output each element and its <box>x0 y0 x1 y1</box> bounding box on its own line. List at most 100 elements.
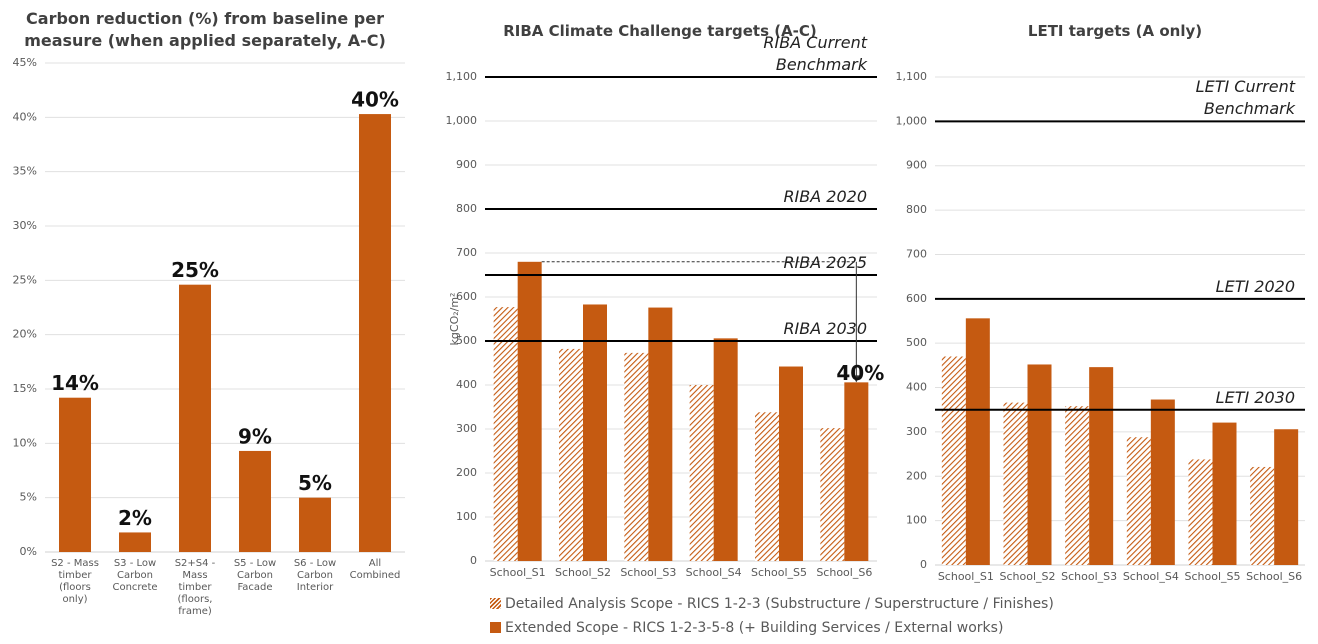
chart-title: Carbon reduction (%) from baseline per m… <box>24 9 386 50</box>
y-tick-label: 20% <box>13 328 37 341</box>
y-tick-label: 0 <box>920 558 927 571</box>
y-tick-label: 500 <box>456 334 477 347</box>
y-tick-label: 300 <box>456 422 477 435</box>
bar <box>1150 399 1175 565</box>
y-tick-label: 1,000 <box>896 114 928 127</box>
x-tick-label: S5 - Low Carbon Facade <box>233 558 277 593</box>
legend-swatch <box>490 598 501 609</box>
y-tick-label: 400 <box>906 381 927 394</box>
y-tick-label: 100 <box>906 514 927 527</box>
bar <box>559 348 583 561</box>
y-tick-label: 900 <box>906 159 927 172</box>
bar <box>299 497 331 552</box>
y-tick-label: 0% <box>20 545 37 558</box>
bar <box>844 382 869 561</box>
bar <box>755 412 779 561</box>
y-tick-label: 15% <box>13 382 37 395</box>
bar <box>1003 402 1028 565</box>
y-tick-label: 40% <box>13 110 37 123</box>
y-tick-label: 500 <box>906 336 927 349</box>
bar <box>624 352 649 561</box>
x-tick-label: School_S2 <box>555 566 611 579</box>
x-tick-label: School_S1 <box>937 570 994 583</box>
chart-title: LETI targets (A only) <box>1027 22 1203 40</box>
bar <box>1027 364 1052 565</box>
x-tick-label: School_S1 <box>489 566 546 579</box>
bar <box>820 428 845 561</box>
y-tick-label: 800 <box>906 203 927 216</box>
reference-label: RIBA 2025 <box>783 253 867 272</box>
bar <box>1212 422 1237 565</box>
y-tick-label: 1,100 <box>446 70 478 83</box>
y-tick-label: 700 <box>456 246 477 259</box>
x-tick-label: School_S2 <box>999 570 1056 583</box>
value-label: 2% <box>118 506 152 530</box>
x-tick-label: S2+S4 - Mass timber (floors, frame) <box>174 558 216 617</box>
y-tick-label: 700 <box>906 247 927 260</box>
x-tick-label: School_S6 <box>816 566 873 579</box>
bar <box>493 307 518 561</box>
legend-label: Detailed Analysis Scope - RICS 1-2-3 (Su… <box>505 596 1054 612</box>
bar <box>1065 406 1090 565</box>
y-tick-label: 800 <box>456 202 477 215</box>
chart-title: RIBA Climate Challenge targets (A-C) <box>503 22 817 40</box>
x-tick-label: All Combined <box>349 558 401 581</box>
annotation: 40% <box>836 361 884 385</box>
y-tick-label: 200 <box>456 466 477 479</box>
bar <box>713 338 738 561</box>
y-tick-label: 300 <box>906 425 927 438</box>
legend-swatch <box>490 622 501 633</box>
bar <box>1274 429 1299 565</box>
y-tick-label: 600 <box>456 290 477 303</box>
bar <box>517 261 542 561</box>
reference-label: RIBA 2030 <box>783 319 867 338</box>
y-tick-label: 45% <box>13 56 37 69</box>
bar <box>1250 466 1275 565</box>
y-tick-label: 1,100 <box>896 70 928 83</box>
x-tick-label: School_S3 <box>1061 570 1118 583</box>
bar <box>583 304 607 561</box>
bar <box>1126 437 1151 565</box>
y-tick-label: 100 <box>456 510 477 523</box>
x-tick-label: School_S5 <box>1184 570 1241 583</box>
legend-entry: Detailed Analysis Scope - RICS 1-2-3 (Su… <box>490 596 1054 612</box>
value-label: 5% <box>298 471 332 495</box>
bar <box>239 450 271 552</box>
reference-label: RIBA 2020 <box>783 187 867 206</box>
bar <box>59 397 91 552</box>
bar <box>359 114 391 552</box>
y-tick-label: 35% <box>13 165 37 178</box>
y-tick-label: 600 <box>906 292 927 305</box>
x-tick-label: S2 - Mass timber (floors only) <box>51 558 99 605</box>
y-tick-label: 0 <box>470 554 477 567</box>
y-tick-label: 25% <box>13 273 37 286</box>
bar <box>941 356 966 565</box>
legend-label: Extended Scope - RICS 1-2-3-5-8 (+ Build… <box>505 620 1004 636</box>
legend-entry: Extended Scope - RICS 1-2-3-5-8 (+ Build… <box>490 620 1003 636</box>
y-tick-label: 5% <box>20 491 37 504</box>
bar <box>965 318 990 565</box>
bar <box>648 307 673 561</box>
y-tick-label: 400 <box>456 378 477 391</box>
value-label: 14% <box>51 371 99 395</box>
reference-label: LETI 2020 <box>1215 276 1295 296</box>
bar <box>779 366 803 561</box>
x-tick-label: School_S6 <box>1246 570 1303 583</box>
value-label: 40% <box>351 88 399 112</box>
y-axis-label: kgCO₂/m² <box>448 293 461 346</box>
reference-label: LETI 2030 <box>1215 387 1295 407</box>
value-label: 25% <box>171 258 219 282</box>
y-tick-label: 1,000 <box>446 114 478 127</box>
x-tick-label: S6 - Low Carbon Interior <box>293 558 337 593</box>
arrow-head <box>852 375 861 383</box>
x-tick-label: School_S4 <box>685 566 742 579</box>
bar <box>689 385 714 561</box>
x-tick-label: School_S3 <box>620 566 677 579</box>
x-tick-label: School_S4 <box>1122 570 1179 583</box>
reference-label: LETI Current Benchmark <box>1195 77 1295 119</box>
y-tick-label: 200 <box>906 469 927 482</box>
x-tick-label: S3 - Low Carbon Concrete <box>112 558 158 593</box>
x-tick-label: School_S5 <box>751 566 807 579</box>
value-label: 9% <box>238 424 272 448</box>
